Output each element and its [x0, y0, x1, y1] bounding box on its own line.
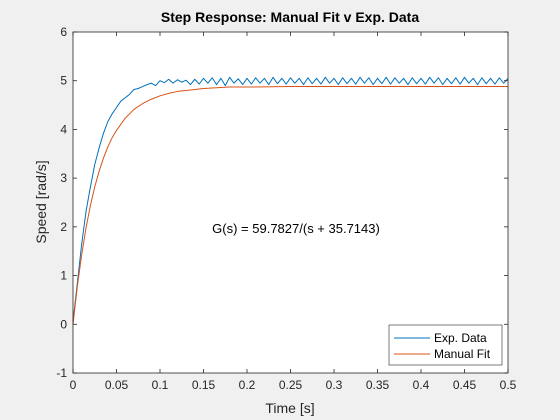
- chart-title: Step Response: Manual Fit v Exp. Data: [161, 9, 419, 25]
- legend-label-exp-data: Exp. Data: [434, 331, 487, 345]
- transfer-function-annotation: G(s) = 59.7827/(s + 35.7143): [212, 221, 380, 236]
- x-tick-label: 0.3: [326, 378, 343, 392]
- series-line-manual-fit: [72, 86, 508, 325]
- x-tick-label: 0: [70, 378, 77, 392]
- legend-label-manual-fit: Manual Fit: [434, 347, 491, 361]
- x-tick-label: 0.35: [366, 378, 390, 392]
- x-tick-label: 0.15: [192, 378, 216, 392]
- y-tick-label: 1: [60, 269, 67, 283]
- plot-frame: [72, 31, 509, 374]
- x-tick-label: 0.25: [279, 378, 303, 392]
- ticks-layer: 0 0.05 0.1 0.15 0.2 0.25 0.3 0.35 0.4 0.45 0.5-101…: [56, 25, 516, 392]
- series-line-exp-data: [72, 76, 509, 322]
- y-tick-label: 3: [60, 171, 67, 185]
- plot-area: [73, 32, 508, 373]
- y-tick-label: 6: [60, 25, 67, 39]
- y-tick-label: 4: [60, 122, 67, 136]
- y-tick-label: -1: [56, 366, 67, 380]
- x-axis-label: Time [s]: [265, 400, 314, 416]
- y-tick-label: 5: [60, 74, 67, 88]
- y-tick-label: 2: [60, 220, 67, 234]
- x-tick-label: 0.2: [239, 378, 256, 392]
- x-tick-label: 0.45: [453, 378, 477, 392]
- legend-box: [388, 324, 503, 366]
- x-tick-label: 0.5: [500, 378, 517, 392]
- x-tick-label: 0.4: [413, 378, 430, 392]
- x-tick-label: 0.05: [105, 378, 129, 392]
- y-tick-label: 0: [60, 317, 67, 331]
- series-layer: [72, 76, 509, 325]
- x-tick-label: 0.1: [152, 378, 169, 392]
- y-axis-label: Speed [rad/s]: [33, 160, 49, 243]
- legend: Exp. Data Manual Fit: [388, 324, 503, 366]
